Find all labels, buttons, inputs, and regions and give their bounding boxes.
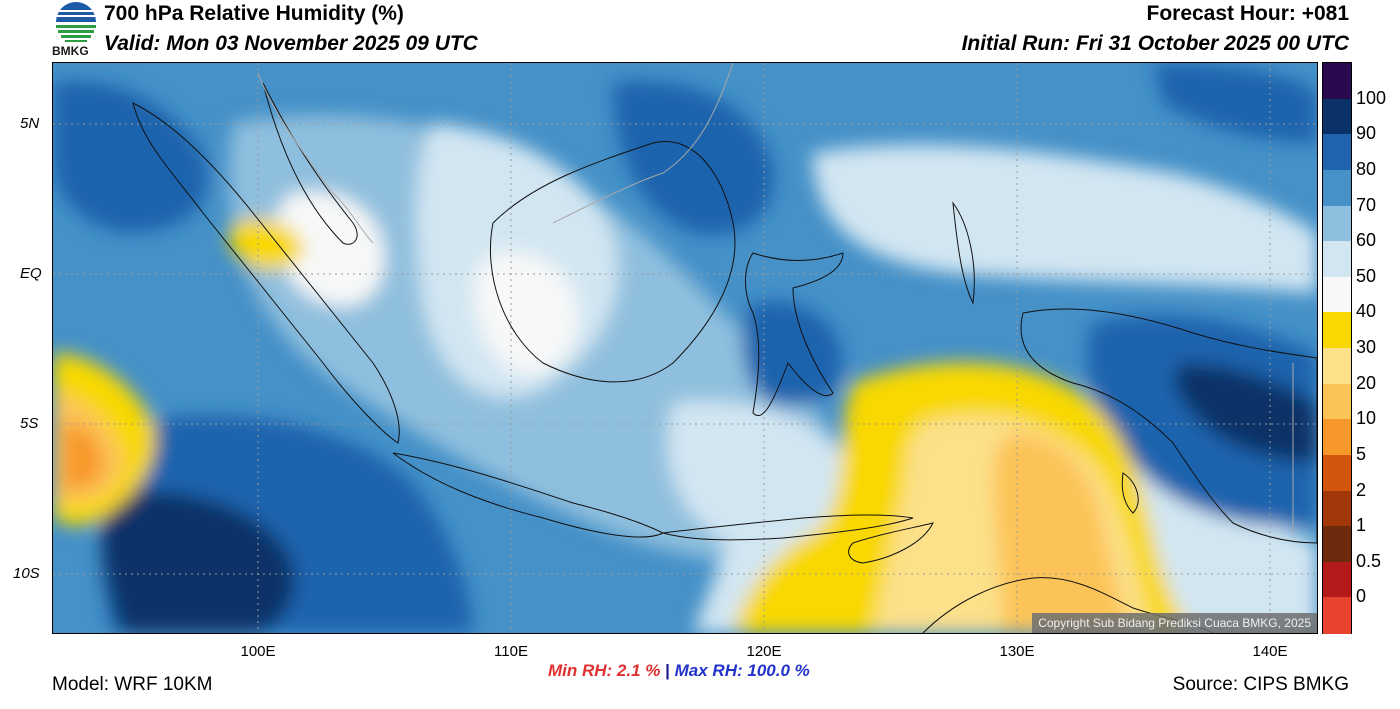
humidity-map: Copyright Sub Bidang Prediksi Cuaca BMKG… [52, 62, 1318, 634]
lat-label-10s: 10S [13, 565, 40, 582]
colorbar-label: 40 [1356, 301, 1377, 322]
copyright-notice: Copyright Sub Bidang Prediksi Cuaca BMKG… [1032, 613, 1317, 633]
colorbar-segment [1323, 561, 1351, 598]
coastline-sumatra [132, 102, 400, 444]
colorbar-label: 2 [1356, 479, 1367, 500]
humidity-field [53, 63, 1317, 633]
max-rh: Max RH: 100.0 % [674, 661, 810, 680]
colorbar-label: 10 [1356, 408, 1377, 429]
lon-label-100e: 100E [240, 643, 276, 660]
coastline-halmahera [952, 201, 975, 305]
colorbar-label: 30 [1356, 337, 1377, 357]
logo-text: BMKG [52, 44, 89, 58]
colorbar-segment [1323, 98, 1351, 135]
colorbar-label: 50 [1356, 265, 1377, 286]
coastline-nusa-tenggara [662, 514, 914, 541]
colorbar-segment [1323, 276, 1351, 313]
lon-label-110e: 110E [494, 643, 528, 660]
initial-run: Initial Run: Fri 31 October 2025 00 UTC [961, 32, 1349, 55]
model-label: Model: WRF 10KM [52, 674, 213, 695]
colorbar-segment [1323, 348, 1351, 385]
bmkg-logo: BMKG [52, 0, 100, 60]
chart-title: 700 hPa Relative Humidity (%) [104, 2, 404, 25]
lat-label-5n: 5N [20, 115, 40, 132]
borders [257, 63, 1294, 533]
colorbar-label: 0 [1356, 586, 1367, 607]
min-rh: Min RH: 2.1 % [548, 661, 661, 680]
colorbar-label: 60 [1356, 230, 1377, 251]
source-label: Source: CIPS BMKG [1172, 674, 1349, 695]
lat-label-eq: EQ [20, 265, 42, 282]
colorbar-segment [1323, 169, 1351, 206]
colorbar-segment [1323, 490, 1351, 527]
coastline-timor [848, 522, 934, 564]
lon-label-140e: 140E [1252, 643, 1288, 660]
colorbar-segment [1323, 383, 1351, 420]
colorbar-label: 80 [1356, 158, 1377, 179]
colorbar-label: 100 [1356, 87, 1387, 108]
colorbar-label: 0.5 [1356, 550, 1382, 571]
colorbar-segment [1323, 597, 1351, 634]
bmkg-logo-icon [56, 2, 96, 42]
colorbar-segment [1323, 134, 1351, 171]
graticule [53, 63, 1317, 633]
colorbar-label: 20 [1356, 372, 1377, 393]
coastline-aru-islands [1121, 472, 1139, 514]
valid-time: Valid: Mon 03 November 2025 09 UTC [104, 32, 478, 55]
colorbar-segment [1323, 312, 1351, 349]
colorbar-label: 1 [1356, 515, 1367, 536]
lat-label-5s: 5S [20, 415, 39, 432]
colorbar-segment [1323, 419, 1351, 456]
stats-separator: | [665, 661, 670, 680]
lon-label-130e: 130E [999, 643, 1035, 660]
coastline-sulawesi [745, 252, 844, 416]
coastline-borneo [489, 141, 736, 383]
colorbar-label: 90 [1356, 123, 1377, 144]
colorbar-label: 5 [1356, 443, 1367, 464]
rh-stats: Min RH: 2.1 % | Max RH: 100.0 % [548, 661, 810, 681]
colorbar-label: 70 [1356, 194, 1377, 215]
forecast-hour: Forecast Hour: +081 [1146, 2, 1350, 25]
colorbar-segment [1323, 241, 1351, 278]
coastline-new-guinea [1020, 308, 1317, 544]
colorbar-segment [1323, 454, 1351, 491]
lon-label-120e: 120E [746, 643, 782, 660]
colorbar-segment [1323, 526, 1351, 563]
colorbar-segment [1323, 205, 1351, 242]
colorbar-segment [1323, 63, 1351, 100]
colorbar [1322, 62, 1352, 634]
